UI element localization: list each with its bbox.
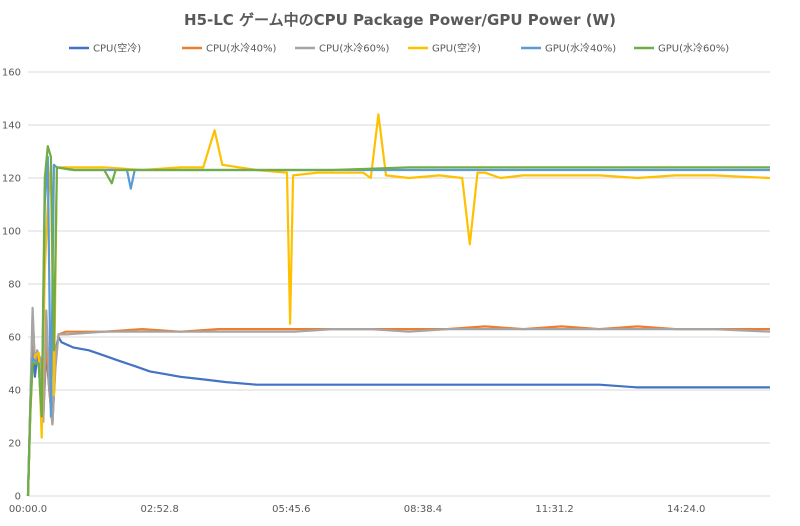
y-axis-ticks: 0 20 40 60 80 100 120 140 160 xyxy=(2,68,21,503)
y-tick-label: 140 xyxy=(2,121,21,132)
x-tick-label: 05:45.6 xyxy=(272,504,310,515)
y-tick-label: 80 xyxy=(8,280,21,291)
legend-label: GPU(水冷60%) xyxy=(658,42,729,55)
x-tick-label: 02:52.8 xyxy=(140,504,178,515)
legend-label: CPU(空冷) xyxy=(93,42,141,55)
series-line-1 xyxy=(26,314,770,497)
x-tick-label: 00:00.0 xyxy=(9,504,47,515)
legend-label: CPU(水冷60%) xyxy=(319,42,389,55)
y-tick-label: 160 xyxy=(2,68,21,79)
y-tick-label: 20 xyxy=(8,439,21,450)
legend: CPU(空冷) CPU(水冷40%) CPU(水冷60%) GPU(空冷) GPU(水冷… xyxy=(69,42,729,55)
y-tick-label: 40 xyxy=(8,386,21,397)
series-line-4 xyxy=(26,155,770,497)
x-tick-label: 11:31.2 xyxy=(535,504,573,515)
x-tick-label: 08:38.4 xyxy=(404,504,442,515)
y-tick-label: 60 xyxy=(8,333,21,344)
gridlines xyxy=(28,71,770,497)
x-tick-label: 14:24.0 xyxy=(667,504,705,515)
legend-label: GPU(空冷) xyxy=(432,42,481,55)
chart-title: H5-LC ゲーム中のCPU Package Power/GPU Power (… xyxy=(184,11,616,29)
y-tick-label: 100 xyxy=(2,227,21,238)
legend-label: GPU(水冷40%) xyxy=(545,42,616,55)
legend-label: CPU(水冷40%) xyxy=(206,42,276,55)
series-line-3 xyxy=(26,113,771,497)
series-line-0 xyxy=(26,330,770,497)
series-lines xyxy=(26,113,771,497)
y-tick-label: 0 xyxy=(15,492,21,503)
series-line-2 xyxy=(26,306,771,497)
x-axis-ticks: 00:00.0 02:52.8 05:45.6 08:38.4 11:31.2 14:24… xyxy=(9,504,706,515)
series-line-5 xyxy=(26,145,770,497)
y-tick-label: 120 xyxy=(2,174,21,185)
